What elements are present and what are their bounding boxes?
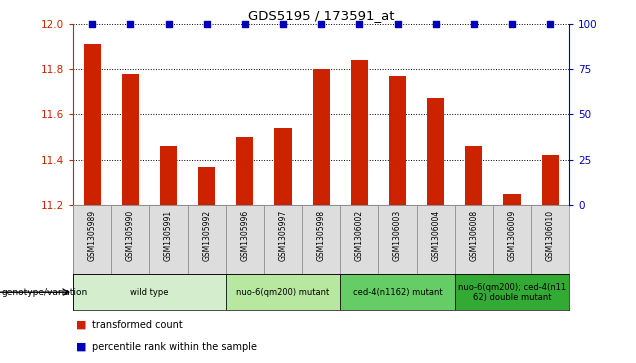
Text: GSM1305996: GSM1305996 <box>240 210 249 261</box>
Text: ■: ■ <box>76 320 87 330</box>
Bar <box>73 274 226 310</box>
Text: GSM1305998: GSM1305998 <box>317 210 326 261</box>
Bar <box>160 146 177 205</box>
Text: wild type: wild type <box>130 288 169 297</box>
Bar <box>389 76 406 205</box>
Bar <box>351 60 368 205</box>
Text: GSM1306002: GSM1306002 <box>355 210 364 261</box>
Point <box>163 21 174 26</box>
Bar <box>504 194 521 205</box>
Bar <box>455 205 493 274</box>
Point <box>202 21 212 26</box>
Bar <box>226 274 340 310</box>
Bar <box>237 137 253 205</box>
Text: GSM1305997: GSM1305997 <box>279 210 287 261</box>
Point <box>125 21 135 26</box>
Text: GSM1306004: GSM1306004 <box>431 210 440 261</box>
Point <box>431 21 441 26</box>
Bar <box>149 205 188 274</box>
Point <box>392 21 403 26</box>
Bar <box>111 205 149 274</box>
Bar <box>313 69 330 205</box>
Text: GSM1306003: GSM1306003 <box>393 210 402 261</box>
Text: GSM1306008: GSM1306008 <box>469 210 478 261</box>
Text: genotype/variation: genotype/variation <box>1 288 88 297</box>
Point <box>354 21 364 26</box>
Point <box>469 21 479 26</box>
Bar <box>542 155 559 205</box>
Bar <box>427 98 445 205</box>
Bar <box>188 205 226 274</box>
Title: GDS5195 / 173591_at: GDS5195 / 173591_at <box>248 9 394 23</box>
Point <box>278 21 288 26</box>
Bar <box>122 74 139 205</box>
Text: ■: ■ <box>76 342 87 352</box>
Point <box>240 21 250 26</box>
Bar <box>340 205 378 274</box>
Point <box>507 21 517 26</box>
Text: GSM1305989: GSM1305989 <box>88 210 97 261</box>
Bar <box>466 146 483 205</box>
Bar <box>531 205 569 274</box>
Bar <box>275 128 292 205</box>
Bar <box>378 205 417 274</box>
Text: transformed count: transformed count <box>92 320 183 330</box>
Bar <box>302 205 340 274</box>
Text: GSM1306009: GSM1306009 <box>508 210 516 261</box>
Point <box>316 21 326 26</box>
Text: GSM1305991: GSM1305991 <box>164 210 173 261</box>
Text: GSM1305992: GSM1305992 <box>202 210 211 261</box>
Bar <box>198 167 215 205</box>
Point <box>87 21 97 26</box>
Bar <box>226 205 264 274</box>
Bar <box>73 205 111 274</box>
Bar <box>340 274 455 310</box>
Text: GSM1305990: GSM1305990 <box>126 210 135 261</box>
Bar <box>455 274 569 310</box>
Text: nuo-6(qm200) mutant: nuo-6(qm200) mutant <box>237 288 329 297</box>
Bar <box>264 205 302 274</box>
Bar <box>417 205 455 274</box>
Text: GSM1306010: GSM1306010 <box>546 210 555 261</box>
Text: nuo-6(qm200); ced-4(n11
62) double mutant: nuo-6(qm200); ced-4(n11 62) double mutan… <box>458 282 566 302</box>
Bar <box>84 44 100 205</box>
Text: ced-4(n1162) mutant: ced-4(n1162) mutant <box>353 288 442 297</box>
Bar <box>493 205 531 274</box>
Text: percentile rank within the sample: percentile rank within the sample <box>92 342 257 352</box>
Point <box>545 21 555 26</box>
